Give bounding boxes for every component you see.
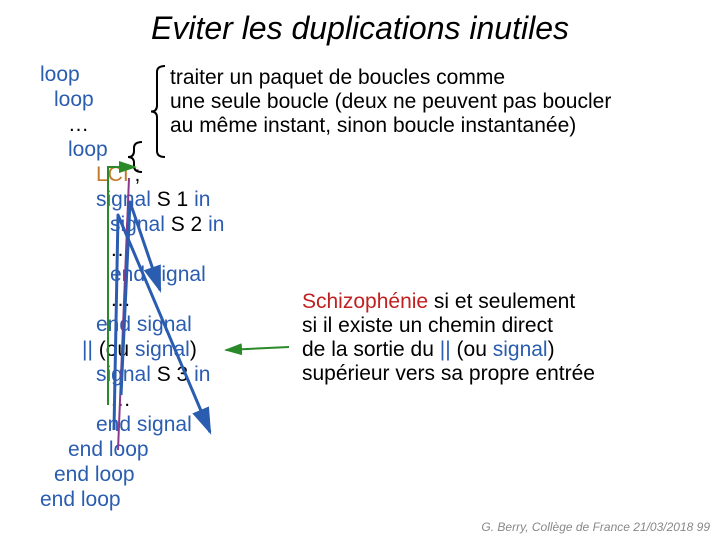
slide-title: Eviter les duplications inutiles <box>0 10 720 47</box>
note-schizophrenia: Schizophénie si et seulementsi il existe… <box>302 290 595 386</box>
slide-footer: G. Berry, Collège de France 21/03/2018 9… <box>481 520 710 534</box>
note-loop-packet: traiter un paquet de boucles commeune se… <box>170 66 611 138</box>
slide: Eviter les duplications inutiles looploo… <box>0 0 720 540</box>
